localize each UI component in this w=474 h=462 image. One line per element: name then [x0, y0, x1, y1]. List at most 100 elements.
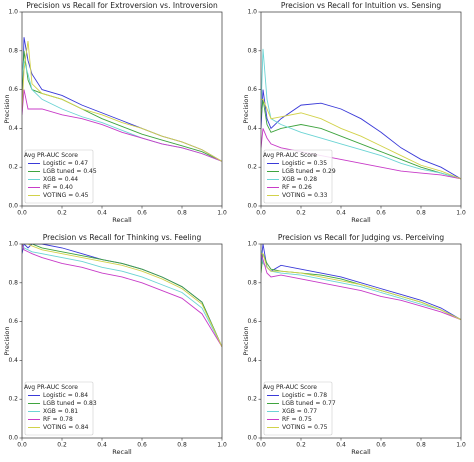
y-tick-label: 0.4: [247, 125, 257, 132]
y-axis-label: Precision: [3, 94, 11, 123]
y-tick-label: 0.2: [8, 164, 18, 171]
y-tick-label: 0.4: [8, 125, 18, 132]
x-tick-label: 0.0: [256, 442, 266, 449]
plot-frame: [260, 11, 462, 207]
y-tick-label: 0.0: [8, 435, 18, 442]
chart-title: Precision vs Recall for Extroversion vs.…: [26, 1, 218, 10]
x-tick-label: 0.0: [17, 442, 27, 449]
legend-label: VOTING = 0.84: [43, 424, 89, 431]
y-axis-label: Precision: [242, 94, 250, 123]
x-tick-label: 0.2: [296, 210, 306, 217]
pr-curve: [261, 244, 461, 321]
pr-curve: [261, 98, 461, 180]
x-tick-label: 0.8: [416, 442, 426, 449]
x-tick-label: 0.6: [376, 210, 386, 217]
chart-title: Precision vs Recall for Judging vs. Perc…: [278, 233, 445, 242]
legend-label: RF = 0.40: [43, 184, 73, 191]
x-tick-label: 1.0: [456, 210, 466, 217]
y-tick-label: 0.6: [8, 318, 18, 325]
pr-curve: [22, 244, 222, 348]
x-tick-label: 0.2: [57, 210, 67, 217]
x-tick-label: 0.8: [416, 210, 426, 217]
y-tick-label: 0.4: [247, 357, 257, 364]
x-tick-label: 0.4: [336, 442, 346, 449]
pr-curve: [22, 50, 222, 162]
legend-box: [263, 381, 333, 436]
legend-label: LGB tuned = 0.83: [43, 400, 97, 407]
pr-curve: [22, 244, 222, 348]
x-tick-label: 0.0: [256, 210, 266, 217]
x-tick-label: 1.0: [217, 210, 227, 217]
x-tick-label: 1.0: [217, 442, 227, 449]
y-tick-label: 0.2: [247, 164, 257, 171]
legend-label: Logistic = 0.78: [282, 392, 327, 399]
legend-label: XGB = 0.81: [43, 408, 78, 415]
legend-label: XGB = 0.44: [43, 176, 78, 183]
x-tick-label: 0.4: [336, 210, 346, 217]
pr-curve: [22, 244, 222, 348]
y-axis-label: Precision: [3, 326, 11, 355]
y-tick-label: 0.8: [8, 279, 18, 286]
x-axis-label: Recall: [112, 216, 132, 224]
y-tick-label: 0.8: [247, 47, 257, 54]
x-tick-label: 0.0: [17, 210, 27, 217]
pr-curve: [22, 244, 222, 348]
pr-curve: [261, 253, 461, 321]
x-tick-label: 0.2: [296, 442, 306, 449]
legend-label: Logistic = 0.35: [282, 160, 327, 167]
legend-box: [24, 381, 94, 436]
x-axis-label: Recall: [351, 216, 371, 224]
x-tick-label: 0.6: [137, 442, 147, 449]
legend-label: XGB = 0.77: [282, 408, 317, 415]
y-tick-label: 0.0: [247, 435, 257, 442]
y-tick-label: 0.0: [247, 203, 257, 210]
legend-label: RF = 0.75: [282, 416, 312, 423]
pr-curve: [22, 41, 222, 162]
x-tick-label: 0.6: [376, 442, 386, 449]
x-tick-label: 1.0: [456, 442, 466, 449]
y-tick-label: 1.0: [247, 241, 257, 248]
y-tick-label: 0.6: [8, 86, 18, 93]
y-tick-label: 0.2: [8, 396, 18, 403]
legend-label: VOTING = 0.75: [282, 424, 328, 431]
legend-box: [24, 149, 94, 204]
y-tick-label: 0.2: [247, 396, 257, 403]
x-tick-label: 0.8: [177, 442, 187, 449]
pr-curve: [261, 253, 461, 321]
x-tick-label: 0.2: [57, 442, 67, 449]
pr-curve: [22, 244, 222, 348]
x-axis-label: Recall: [351, 448, 371, 456]
pr-curve: [261, 89, 461, 180]
plot-frame: [260, 243, 462, 439]
plot-frame: [21, 243, 223, 439]
chart-title: Precision vs Recall for Thinking vs. Fee…: [43, 233, 202, 242]
y-axis-label: Precision: [242, 326, 250, 355]
x-tick-label: 0.8: [177, 210, 187, 217]
legend-label: VOTING = 0.33: [282, 192, 328, 199]
legend-label: Logistic = 0.84: [43, 392, 88, 399]
plot-frame: [21, 11, 223, 207]
y-tick-label: 0.6: [247, 86, 257, 93]
legend-label: LGB tuned = 0.77: [282, 400, 336, 407]
legend-title: Avg PR-AUC Score: [263, 384, 317, 391]
legend-box: [263, 149, 333, 204]
pr-curve: [261, 99, 461, 180]
x-tick-label: 0.6: [137, 210, 147, 217]
chart-title: Precision vs Recall for Intuition vs. Se…: [281, 1, 442, 10]
y-tick-label: 1.0: [8, 9, 18, 16]
pr-curve: [22, 89, 222, 162]
legend-title: Avg PR-AUC Score: [263, 152, 317, 159]
legend-label: LGB tuned = 0.29: [282, 168, 336, 175]
legend-title: Avg PR-AUC Score: [24, 152, 78, 159]
y-tick-label: 1.0: [247, 9, 257, 16]
y-tick-label: 1.0: [8, 241, 18, 248]
legend-label: VOTING = 0.45: [43, 192, 89, 199]
y-tick-label: 0.8: [8, 47, 18, 54]
legend-label: RF = 0.26: [282, 184, 312, 191]
legend-label: XGB = 0.28: [282, 176, 317, 183]
pr-curve: [22, 37, 222, 162]
y-tick-label: 0.0: [8, 203, 18, 210]
legend-label: RF = 0.78: [43, 416, 73, 423]
y-tick-label: 0.4: [8, 357, 18, 364]
